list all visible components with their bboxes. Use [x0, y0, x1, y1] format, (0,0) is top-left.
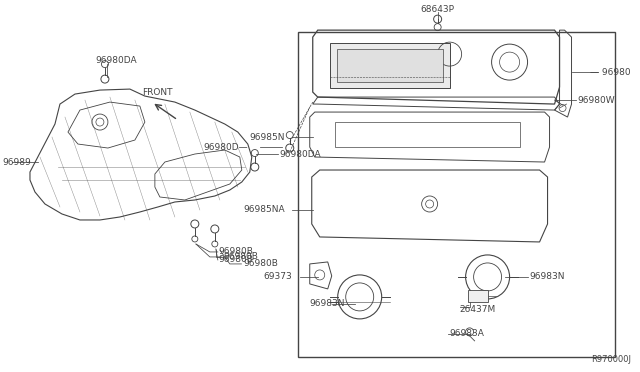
- Text: 26437M: 26437M: [460, 305, 496, 314]
- Bar: [330, 43, 450, 88]
- Bar: [335, 122, 520, 147]
- Bar: [298, 32, 616, 357]
- Text: 96980B: 96980B: [244, 259, 278, 269]
- Bar: [468, 290, 488, 302]
- Text: 96980DA: 96980DA: [280, 150, 321, 158]
- Text: 96980B: 96980B: [219, 256, 253, 264]
- Text: 96980B: 96980B: [224, 253, 259, 262]
- Text: — 96980: — 96980: [589, 68, 630, 77]
- Text: 96983N: 96983N: [529, 272, 565, 282]
- Text: 96983A: 96983A: [450, 329, 484, 339]
- Text: R970000J: R970000J: [591, 355, 632, 364]
- Text: 96980D—: 96980D—: [203, 142, 248, 151]
- Text: FRONT: FRONT: [143, 87, 173, 97]
- Text: 96980W: 96980W: [577, 96, 615, 105]
- Bar: [337, 49, 443, 82]
- Text: 96989: 96989: [2, 157, 31, 167]
- Text: 96983N: 96983N: [310, 299, 345, 308]
- Text: 96985N: 96985N: [249, 132, 285, 141]
- Text: 96985NA: 96985NA: [243, 205, 285, 215]
- Text: 96980B: 96980B: [219, 247, 253, 256]
- Text: 69373: 69373: [263, 272, 292, 282]
- Text: 68643P: 68643P: [420, 4, 454, 14]
- Text: 96980DA: 96980DA: [95, 55, 136, 65]
